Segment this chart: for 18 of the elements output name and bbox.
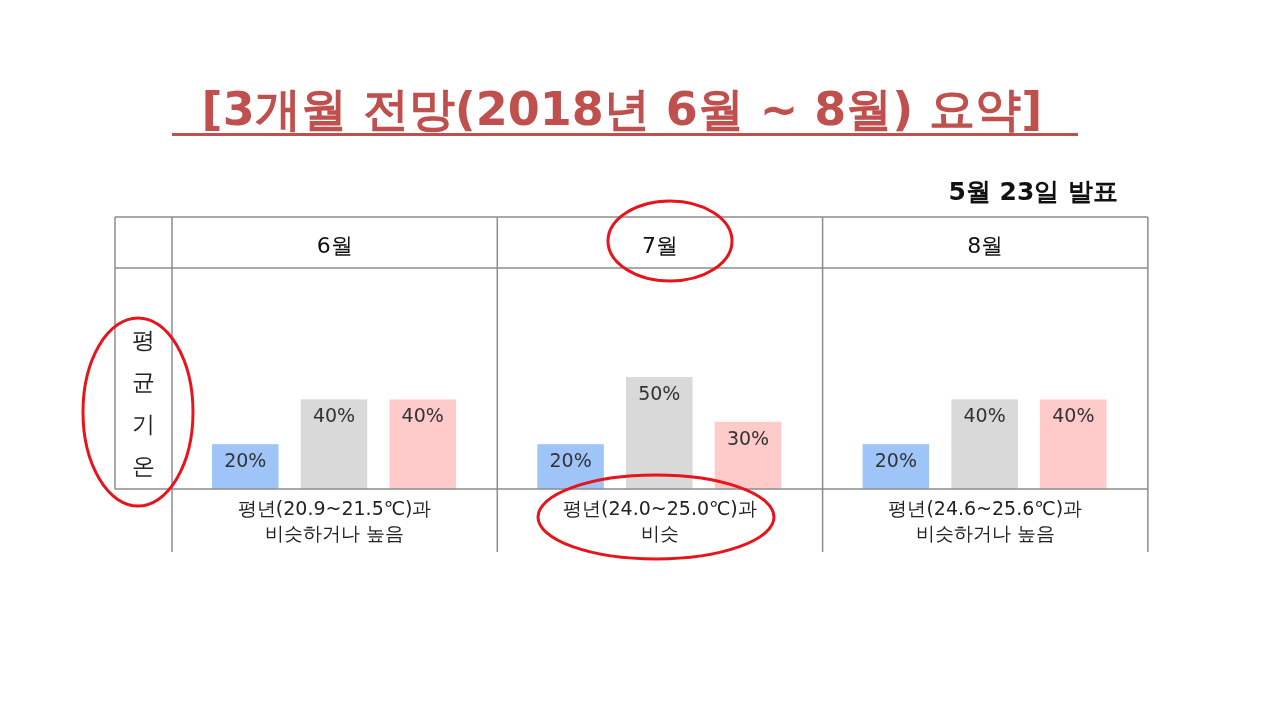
- data-label: 40%: [1052, 404, 1095, 427]
- data-label: 40%: [401, 404, 444, 427]
- data-label: 40%: [312, 404, 356, 427]
- chart-title: 8월: [967, 233, 1004, 258]
- data-label: 30%: [726, 426, 770, 449]
- data-label: 20%: [874, 449, 917, 472]
- chart-title: 6월: [316, 233, 353, 258]
- x-axis-title: 평년(20.9~21.5℃)과 비슷하거나 높음: [237, 497, 432, 544]
- data-label: 20%: [224, 449, 267, 472]
- text: 5월 23일 발표: [948, 177, 1118, 206]
- x-axis-title: 평년(24.0~25.0℃)과 비슷: [563, 497, 757, 544]
- y-axis-title: 평균기온: [131, 327, 155, 479]
- x-axis-title: 평년(24.6~25.6℃)과 비슷하거나 높음: [888, 497, 1083, 544]
- data-label: 20%: [549, 449, 592, 472]
- text: [3개월 전망(2018년 6월 ~ 8월) 요약]: [201, 82, 1043, 136]
- data-label: 40%: [963, 404, 1006, 427]
- chart-title: 7월: [641, 233, 678, 258]
- data-label: 50%: [638, 382, 681, 404]
